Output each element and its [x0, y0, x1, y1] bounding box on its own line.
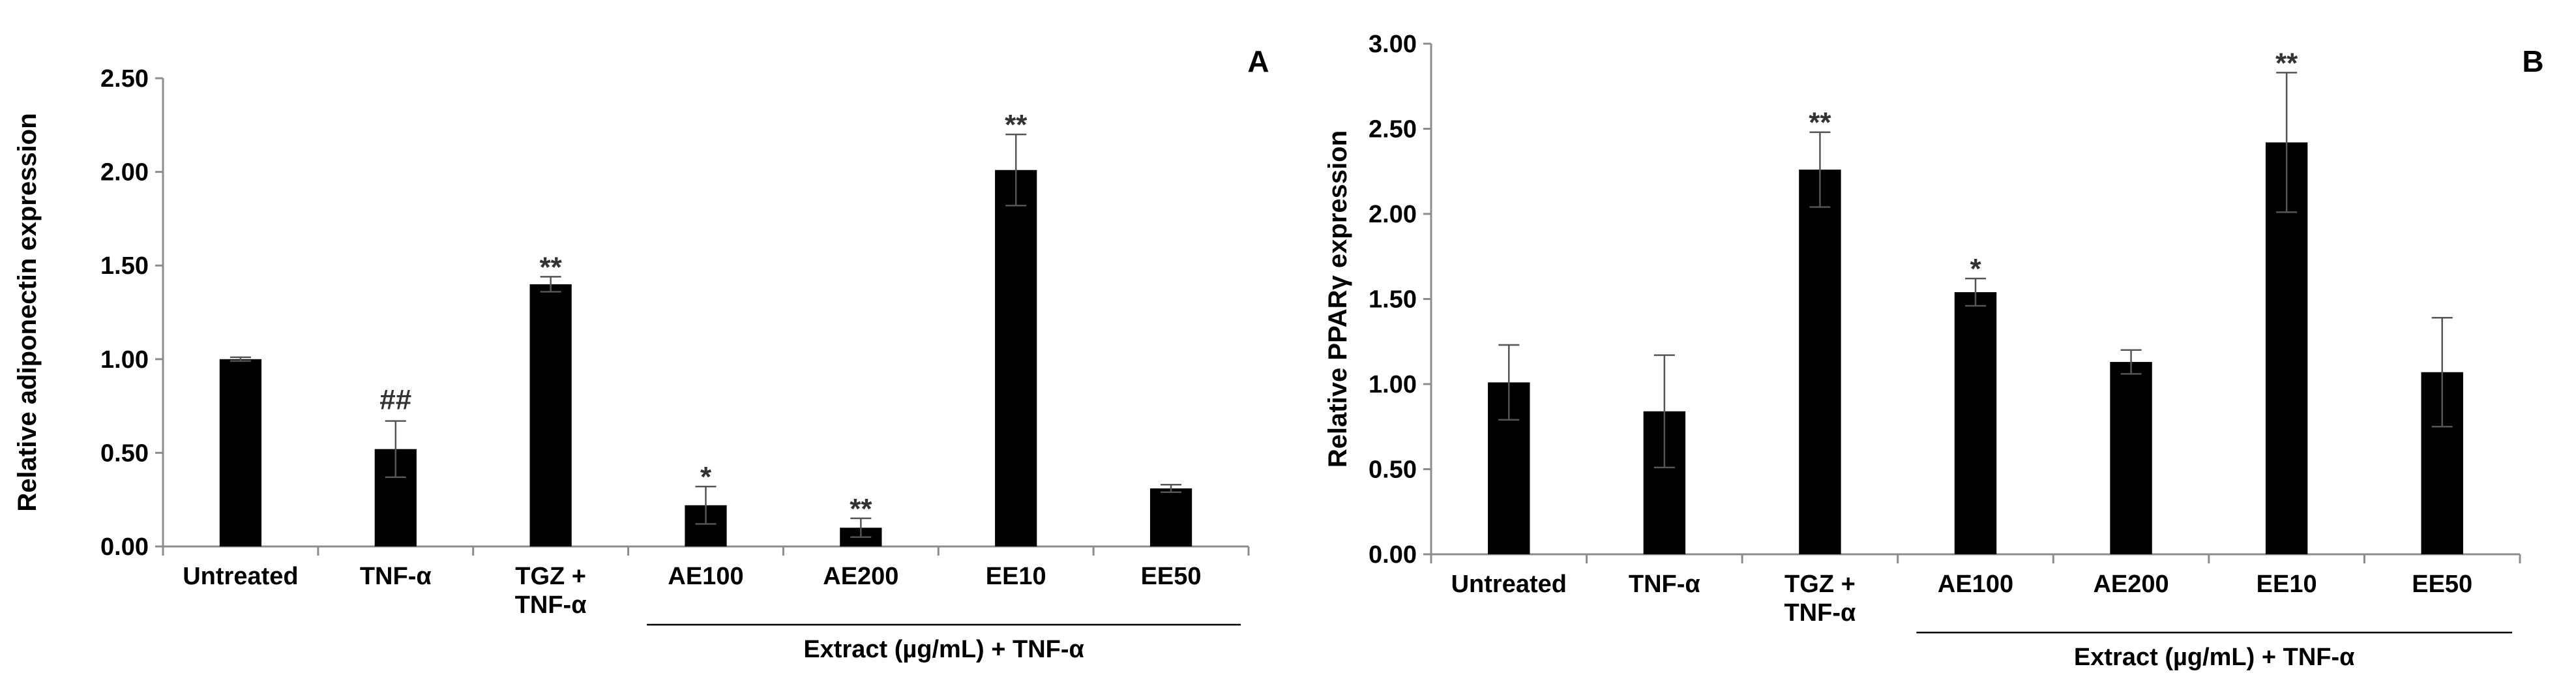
bar [2110, 362, 2152, 554]
group-label: Extract (µg/mL) + TNF-α [2074, 644, 2355, 671]
significance-label: ** [1005, 109, 1028, 141]
x-tick-label: TGZ + [1784, 571, 1856, 598]
bar [1954, 292, 1997, 554]
x-tick-label: AE200 [823, 563, 898, 590]
y-tick-label: 0.50 [1369, 456, 1417, 484]
panel-label: A [1247, 44, 1269, 78]
bar [1149, 488, 1192, 546]
significance-label: * [700, 461, 712, 493]
y-tick-label: 0.00 [1369, 541, 1417, 569]
y-tick-label: 3.00 [1369, 31, 1417, 58]
group-label: Extract (µg/mL) + TNF-α [803, 636, 1084, 663]
bar [1799, 170, 1841, 554]
y-tick-label: 1.00 [1369, 371, 1417, 398]
significance-label: ** [2275, 47, 2298, 79]
y-tick-label: 2.00 [100, 159, 149, 186]
significance-label: ## [379, 384, 411, 416]
y-axis-label: Relative PPARγ expression [1324, 130, 1352, 468]
y-tick-label: 2.00 [1369, 201, 1417, 228]
x-tick-label: AE100 [1938, 571, 2013, 598]
x-tick-label: AE100 [668, 563, 743, 590]
significance-label: ** [850, 493, 872, 525]
x-tick-label: Untreated [183, 563, 298, 590]
x-tick-label: TNF-α [1629, 571, 1700, 598]
y-tick-label: 0.00 [100, 533, 149, 561]
x-tick-label: TGZ + [515, 563, 586, 590]
y-tick-label: 2.50 [100, 65, 149, 93]
y-axis-label: Relative adiponectin expression [13, 113, 42, 511]
panel-label: B [2522, 44, 2543, 78]
y-tick-label: 1.00 [100, 346, 149, 374]
bar [529, 284, 572, 546]
x-tick-label: EE50 [1141, 563, 1202, 590]
x-tick-label: EE50 [2412, 571, 2472, 598]
chart-panel-a: 0.00 0.50 1.00 1.50 2.00 2.50 Relative adipone… [13, 44, 1269, 663]
significance-label: ** [1809, 107, 1831, 139]
y-tick-label: 1.50 [100, 252, 149, 280]
chart-panel-b: 0.00 0.50 1.00 1.50 2.00 2.50 3.00 Relative PPA… [1324, 31, 2544, 671]
significance-label: ** [540, 251, 563, 283]
x-tick-label: TNF-α [360, 563, 432, 590]
x-tick-label: EE10 [986, 563, 1046, 590]
bar [995, 170, 1037, 546]
bar [219, 359, 262, 546]
x-tick-label: EE10 [2257, 571, 2317, 598]
x-tick-label: Untreated [1451, 571, 1567, 598]
y-tick-label: 1.50 [1369, 286, 1417, 314]
significance-label: * [1970, 253, 1981, 285]
x-tick-label: AE200 [2093, 571, 2169, 598]
y-tick-label: 2.50 [1369, 116, 1417, 143]
y-tick-label: 0.50 [100, 440, 149, 467]
x-tick-label: TNF-α [515, 591, 587, 619]
x-tick-label: TNF-α [1784, 599, 1856, 627]
